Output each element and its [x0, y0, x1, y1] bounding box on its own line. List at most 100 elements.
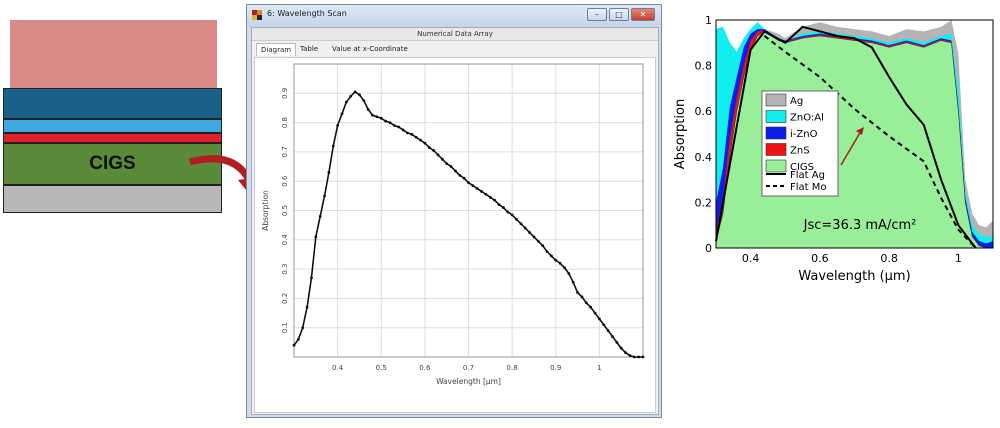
y-tick-label: 0.5: [281, 205, 289, 216]
legend-label: i-ZnO: [790, 129, 818, 140]
tab-table[interactable]: Table: [300, 45, 319, 53]
data-point: [637, 355, 641, 359]
legend-label: ZnO:Al: [790, 113, 824, 124]
cigs-layer: CIGS: [3, 143, 222, 185]
data-point: [602, 323, 606, 327]
data-point: [563, 266, 566, 270]
data-point: [344, 100, 348, 104]
app-icon: [252, 10, 262, 20]
data-point: [379, 116, 383, 120]
x-tick-label: 0.6: [811, 252, 829, 265]
data-point: [331, 144, 335, 148]
arrow-icon: [840, 130, 862, 166]
y-tick-label: 0: [705, 242, 712, 255]
y-tick-label: 0.6: [281, 175, 289, 187]
data-point: [440, 157, 444, 161]
tab-value-at-x[interactable]: Value at x-Coordinate: [332, 45, 408, 53]
top-layer: [10, 20, 217, 88]
data-point: [454, 169, 457, 173]
legend-label: ZnS: [790, 146, 810, 157]
data-point: [467, 181, 470, 185]
data-point: [358, 93, 361, 97]
x-tick-label: 0.4: [742, 252, 760, 265]
data-point: [545, 250, 549, 253]
data-point: [410, 132, 414, 136]
y-tick-label: 1: [705, 14, 712, 27]
data-point: [471, 184, 475, 187]
data-point: [480, 190, 483, 193]
data-point: [366, 108, 370, 111]
data-point: [532, 235, 536, 239]
legend-label: Flat Ag: [790, 170, 825, 181]
data-point: [432, 149, 435, 152]
data-point: [632, 355, 636, 359]
light-blue-layer: [3, 119, 222, 133]
x-tick-label: 0.5: [376, 364, 387, 372]
data-point: [397, 125, 401, 129]
absorption-chart: 0.4 0.6 0.8 1 0 0.2 0.4 0.6 0.8 1 Wavelength (µm) A…: [673, 14, 994, 284]
data-point: [593, 311, 597, 315]
client-area: Numerical Data Array Diagram Table Value…: [251, 27, 659, 415]
data-point: [419, 138, 422, 142]
data-point: [484, 192, 488, 196]
data-point: [462, 176, 466, 180]
legend-swatch: [765, 159, 787, 173]
window-title: 6: Wavelength Scan: [267, 9, 347, 18]
x-axis-label: Wavelength [µm]: [436, 377, 501, 386]
data-point: [323, 194, 326, 198]
data-point: [528, 231, 531, 234]
data-point: [567, 272, 571, 275]
data-point: [458, 173, 462, 177]
y-tick-label: 0.2: [695, 196, 713, 209]
data-point: [327, 171, 331, 174]
data-point: [571, 280, 575, 284]
close-button[interactable]: ✕: [631, 8, 655, 21]
legend-swatch: [765, 143, 787, 156]
data-point: [371, 113, 374, 117]
data-point: [515, 217, 518, 221]
legend-swatch: [765, 110, 787, 123]
legend-label: Ag: [790, 96, 803, 107]
data-point: [305, 305, 309, 309]
data-point: [619, 346, 623, 350]
title-bar[interactable]: 6: Wavelength Scan – □ ✕: [247, 5, 661, 27]
data-point: [488, 195, 492, 199]
data-point: [606, 329, 610, 333]
legend-label: CIGS: [790, 162, 814, 173]
maximize-button[interactable]: □: [609, 8, 629, 21]
data-point: [314, 235, 318, 239]
data-point: [497, 203, 501, 207]
data-point: [519, 222, 523, 226]
y-tick-label: 0.2: [281, 293, 289, 304]
y-axis-label: Absorption: [261, 190, 270, 231]
data-point: [340, 112, 344, 116]
x-axis-label: Wavelength (µm): [798, 269, 910, 284]
data-point: [506, 210, 510, 214]
y-tick-label: 0.4: [695, 151, 713, 164]
data-point: [589, 305, 593, 309]
x-tick-label: 0.4: [332, 364, 344, 372]
scan-chart: 0.4 0.5 0.6 0.7 0.8 0.9 1 0.1 0.2 0.3 0.4 0.5 0.6 0.7…: [261, 63, 645, 386]
y-tick-label: 0.8: [281, 117, 289, 128]
y-tick-label: 0.6: [695, 105, 713, 118]
x-tick-label: 0.8: [880, 252, 898, 265]
y-axis-label: Absorption: [673, 99, 688, 169]
data-point: [427, 146, 431, 149]
minimize-button[interactable]: –: [587, 8, 607, 21]
x-tick-label: 0.7: [463, 364, 474, 372]
data-point: [353, 90, 357, 94]
x-tick-label: 1: [955, 252, 962, 265]
legend-swatch: [765, 126, 787, 140]
data-point: [597, 317, 601, 321]
data-point: [536, 239, 540, 243]
data-point: [475, 187, 479, 190]
y-tick-label: 0.1: [281, 322, 289, 333]
data-point: [584, 301, 588, 305]
data-point: [549, 254, 553, 258]
y-tick-label: 0.9: [281, 88, 289, 99]
red-layer: [3, 133, 222, 143]
tab-diagram[interactable]: Diagram: [256, 43, 297, 56]
x-tick-label: 0.9: [550, 364, 561, 372]
legend-label: Flat Mo: [790, 182, 827, 193]
data-point: [310, 276, 313, 280]
